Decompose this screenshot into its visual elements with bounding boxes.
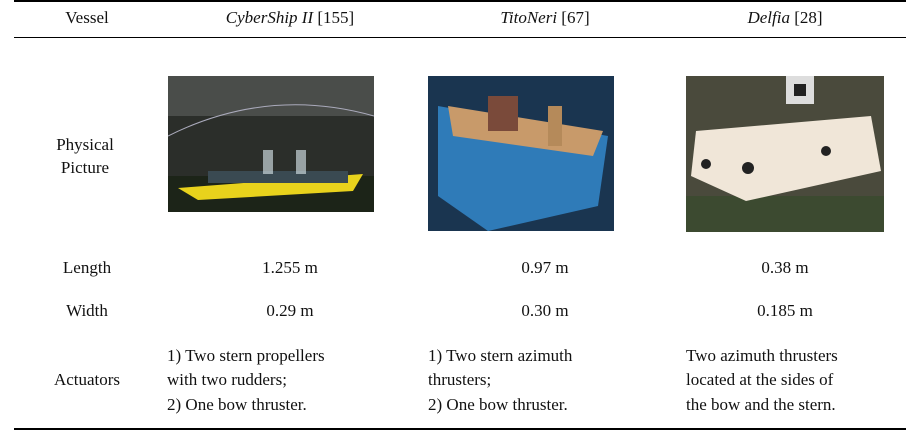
cell: 1.255 m: [262, 258, 318, 277]
reference: [155]: [317, 8, 355, 27]
delfia-photo: [686, 76, 884, 232]
row-label: Actuators: [53, 370, 121, 389]
cell: 0.97 m: [521, 258, 569, 277]
titoneri-photo: [428, 76, 614, 231]
cell: 0.30 m: [521, 301, 569, 320]
cell-line: thrusters;: [428, 370, 492, 389]
row-label: Length: [62, 258, 112, 277]
row-label: Physical Picture: [56, 135, 114, 177]
vessel-name: TitoNeri: [500, 8, 558, 27]
cell: 0.38 m: [761, 258, 809, 277]
cell: 0.185 m: [757, 301, 813, 320]
bottom-rule: [14, 428, 906, 430]
cell-line: 2) One bow thruster.: [428, 395, 568, 414]
reference: [28]: [794, 8, 823, 27]
top-rule: [14, 0, 906, 2]
cell: 0.29 m: [266, 301, 314, 320]
vessel-name: Delfia: [747, 8, 790, 27]
cell-line: with two rudders;: [167, 370, 287, 389]
cell-line: 1) Two stern propellers: [167, 346, 325, 365]
cell-line: 1) Two stern azimuth: [428, 346, 573, 365]
reference: [67]: [561, 8, 590, 27]
vessel-name: CyberShip II: [225, 8, 314, 27]
cell-line: the bow and the stern.: [686, 395, 836, 414]
cybership-photo: [168, 76, 374, 212]
cell-line: 2) One bow thruster.: [167, 395, 307, 414]
mid-rule: [14, 37, 906, 38]
header-cell: Delfia [28]: [747, 8, 822, 28]
header-cell: TitoNeri [67]: [500, 8, 589, 28]
header-cell: Vessel: [65, 8, 109, 27]
header-cell: CyberShip II [155]: [226, 8, 354, 28]
cell-line: located at the sides of: [686, 370, 834, 389]
row-label: Width: [66, 301, 108, 320]
cell-line: Two azimuth thrusters: [686, 346, 838, 365]
